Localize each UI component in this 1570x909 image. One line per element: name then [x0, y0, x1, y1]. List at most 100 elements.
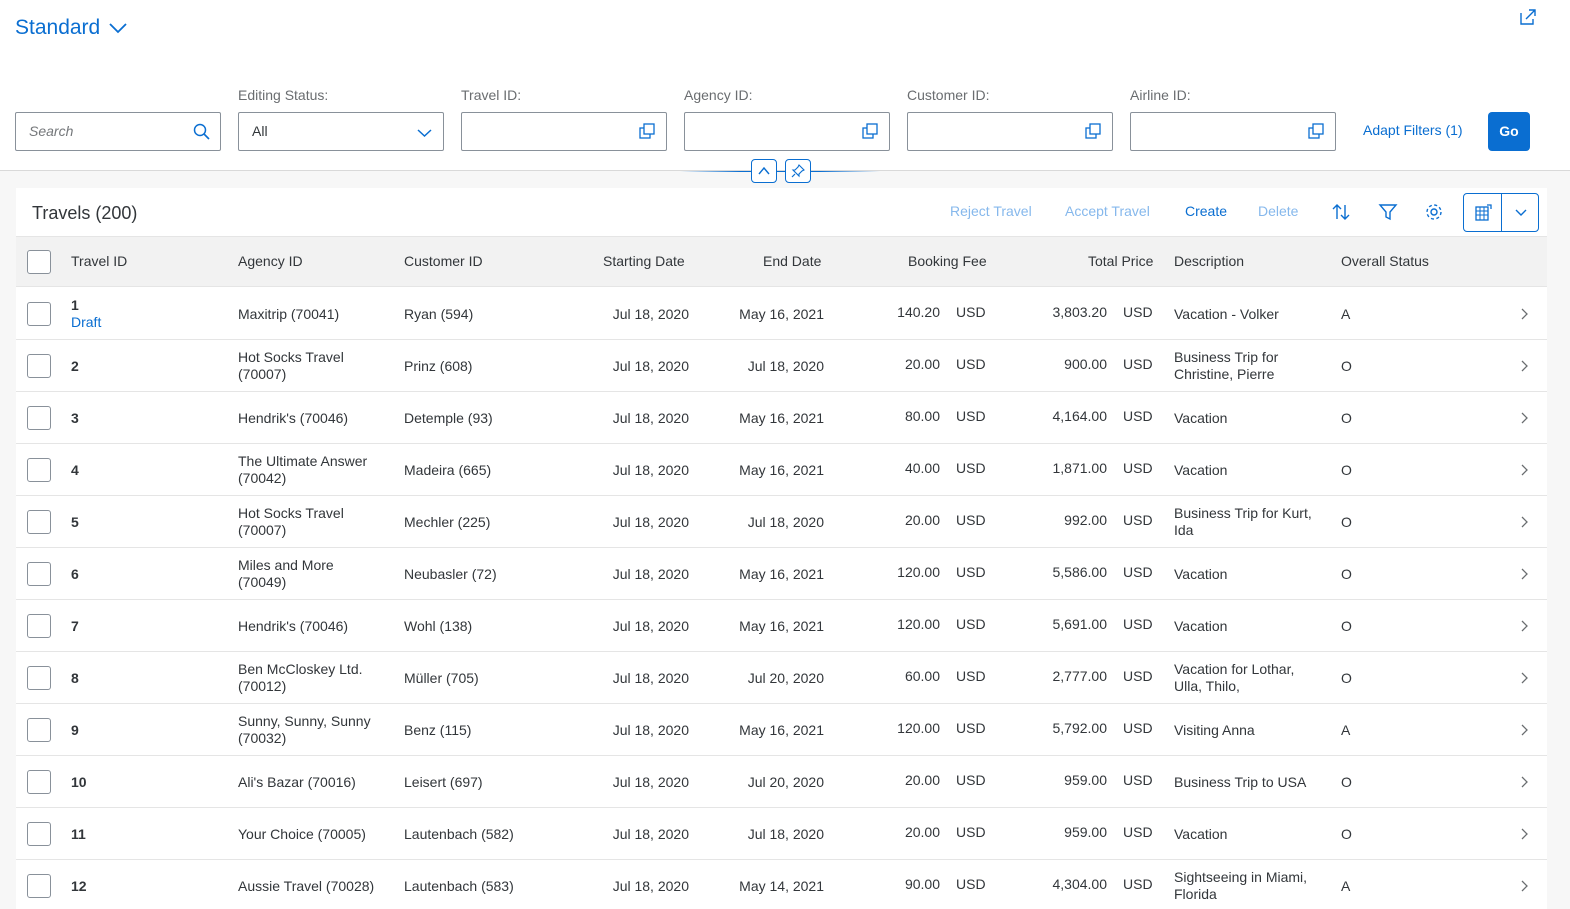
cell-starting-date: Jul 18, 2020	[612, 878, 689, 894]
table-row[interactable]: 8 Ben McCloskey Ltd. (70012) Müller (705) Ju…	[16, 652, 1547, 704]
adapt-filters-button[interactable]: Adapt Filters (1)	[1363, 122, 1463, 138]
value-help-icon[interactable]	[1308, 123, 1325, 140]
chevron-right-icon[interactable]	[1518, 671, 1530, 685]
table-row[interactable]: 2 Hot Socks Travel (70007) Prinz (608) Jul 1…	[16, 340, 1547, 392]
row-checkbox[interactable]	[27, 822, 51, 846]
agency-line-2: (70042)	[238, 470, 287, 486]
variant-selector[interactable]: Standard	[15, 16, 127, 40]
agency-line-2: (70012)	[238, 678, 287, 694]
accept-travel-button[interactable]: Accept Travel	[1065, 203, 1150, 219]
cell-travel-id: 1 Draft	[71, 297, 101, 331]
airline-id-input[interactable]	[1130, 112, 1336, 151]
go-button[interactable]: Go	[1488, 112, 1530, 151]
delete-button[interactable]: Delete	[1258, 203, 1299, 219]
column-header-overall-status[interactable]: Overall Status	[1341, 253, 1429, 269]
share-icon[interactable]	[1518, 7, 1538, 27]
chevron-right-icon[interactable]	[1518, 879, 1530, 893]
table-row[interactable]: 3 Hendrik's (70046) Detemple (93) Jul 18, 2…	[16, 392, 1547, 444]
cell-booking-fee: 20.00	[904, 512, 940, 528]
create-button[interactable]: Create	[1185, 203, 1228, 219]
travel-id-input[interactable]	[461, 112, 667, 151]
chevron-right-icon[interactable]	[1518, 359, 1530, 373]
chevron-right-icon[interactable]	[1518, 567, 1530, 581]
value-help-icon[interactable]	[639, 123, 656, 140]
cell-total-price: 992.00	[1064, 512, 1107, 528]
filter-editing-status-label-wrap: Editing Status:	[238, 86, 328, 104]
column-header-description[interactable]: Description	[1174, 253, 1245, 269]
cell-total-price: 959.00	[1064, 824, 1107, 840]
row-checkbox[interactable]	[27, 666, 51, 690]
cell-total-price-currency: USD	[1123, 876, 1153, 892]
column-header-travel-id[interactable]: Travel ID	[71, 253, 128, 269]
value-help-icon[interactable]	[1085, 123, 1102, 140]
agency-id-input[interactable]	[684, 112, 890, 151]
chevron-right-icon[interactable]	[1518, 619, 1530, 633]
draft-indicator-link[interactable]: Draft	[71, 314, 102, 330]
chevron-down-icon[interactable]	[416, 125, 433, 142]
chevron-right-icon[interactable]	[1518, 775, 1530, 789]
value-help-icon[interactable]	[862, 123, 879, 140]
chevron-right-icon[interactable]	[1518, 463, 1530, 477]
row-checkbox[interactable]	[27, 770, 51, 794]
column-header-customer-id[interactable]: Customer ID	[404, 253, 483, 269]
table-row[interactable]: 11 Your Choice (70005) Lautenbach (582) Jul…	[16, 808, 1547, 860]
search-input[interactable]: Search	[15, 112, 221, 151]
table-row[interactable]: 9 Sunny, Sunny, Sunny (70032) Benz (115) Jul…	[16, 704, 1547, 756]
pin-header-button[interactable]	[785, 159, 811, 183]
chevron-right-icon[interactable]	[1518, 411, 1530, 425]
cell-travel-id: 2	[71, 358, 79, 375]
table-row[interactable]: 10 Ali's Bazar (70016) Leisert (697) Jul 18…	[16, 756, 1547, 808]
column-header-agency-id[interactable]: Agency ID	[238, 253, 303, 269]
search-icon[interactable]	[193, 123, 210, 140]
row-checkbox[interactable]	[27, 302, 51, 326]
customer-id-input[interactable]	[907, 112, 1113, 151]
cell-total-price-currency: USD	[1123, 772, 1153, 788]
table-row[interactable]: 6 Miles and More (70049) Neubasler (72) Jul …	[16, 548, 1547, 600]
collapse-header-button[interactable]	[751, 159, 777, 183]
chevron-right-icon[interactable]	[1518, 723, 1530, 737]
filter-agency-id-label-wrap: Agency ID:	[684, 86, 752, 104]
filter-travel-id-label: Travel ID:	[461, 87, 522, 103]
table-row[interactable]: 1 Draft Maxitrip (70041) Ryan (594) Jul 18, …	[16, 288, 1547, 340]
sort-icon[interactable]	[1331, 202, 1351, 222]
filter-icon[interactable]	[1378, 202, 1398, 222]
column-header-booking-fee[interactable]: Booking Fee	[908, 253, 987, 269]
row-checkbox[interactable]	[27, 354, 51, 378]
table-row[interactable]: 4 The Ultimate Answer (70042) Madeira (665)…	[16, 444, 1547, 496]
settings-icon[interactable]	[1424, 202, 1444, 222]
row-checkbox[interactable]	[27, 614, 51, 638]
cell-overall-status: O	[1341, 618, 1352, 634]
cell-customer-id: Leisert (697)	[404, 774, 483, 790]
editing-status-select[interactable]: All	[238, 112, 444, 151]
column-header-total-price[interactable]: Total Price	[1088, 253, 1154, 269]
row-checkbox[interactable]	[27, 562, 51, 586]
row-checkbox[interactable]	[27, 406, 51, 430]
travel-id-value: 9	[71, 722, 79, 738]
chevron-right-icon[interactable]	[1518, 827, 1530, 841]
chevron-down-icon[interactable]	[1514, 208, 1528, 218]
chevron-right-icon[interactable]	[1518, 307, 1530, 321]
agency-line-1: Hot Socks Travel	[238, 505, 344, 521]
column-header-end-date[interactable]: End Date	[763, 253, 822, 269]
reject-travel-button[interactable]: Reject Travel	[950, 203, 1032, 219]
cell-customer-id: Prinz (608)	[404, 358, 473, 374]
select-all-checkbox[interactable]	[27, 250, 51, 274]
export-button[interactable]	[1463, 193, 1539, 232]
agency-line-2: (70032)	[238, 730, 287, 746]
agency-line-1: Hot Socks Travel	[238, 349, 344, 365]
cell-end-date: May 16, 2021	[739, 306, 824, 322]
row-checkbox[interactable]	[27, 718, 51, 742]
row-checkbox[interactable]	[27, 458, 51, 482]
description-line-1: Vacation for Lothar,	[1174, 661, 1295, 677]
chevron-right-icon[interactable]	[1518, 515, 1530, 529]
row-checkbox[interactable]	[27, 874, 51, 898]
table-row[interactable]: 5 Hot Socks Travel (70007) Mechler (225) Jul…	[16, 496, 1547, 548]
table-row[interactable]: 7 Hendrik's (70046) Wohl (138) Jul 18, 2020…	[16, 600, 1547, 652]
cell-booking-fee: 20.00	[904, 356, 940, 372]
table-row[interactable]: 12 Aussie Travel (70028) Lautenbach (583) J…	[16, 860, 1547, 909]
cell-starting-date: Jul 18, 2020	[612, 306, 689, 322]
column-header-starting-date[interactable]: Starting Date	[603, 253, 685, 269]
cell-travel-id: 7	[71, 618, 79, 635]
row-checkbox[interactable]	[27, 510, 51, 534]
cell-customer-id: Detemple (93)	[404, 410, 493, 426]
